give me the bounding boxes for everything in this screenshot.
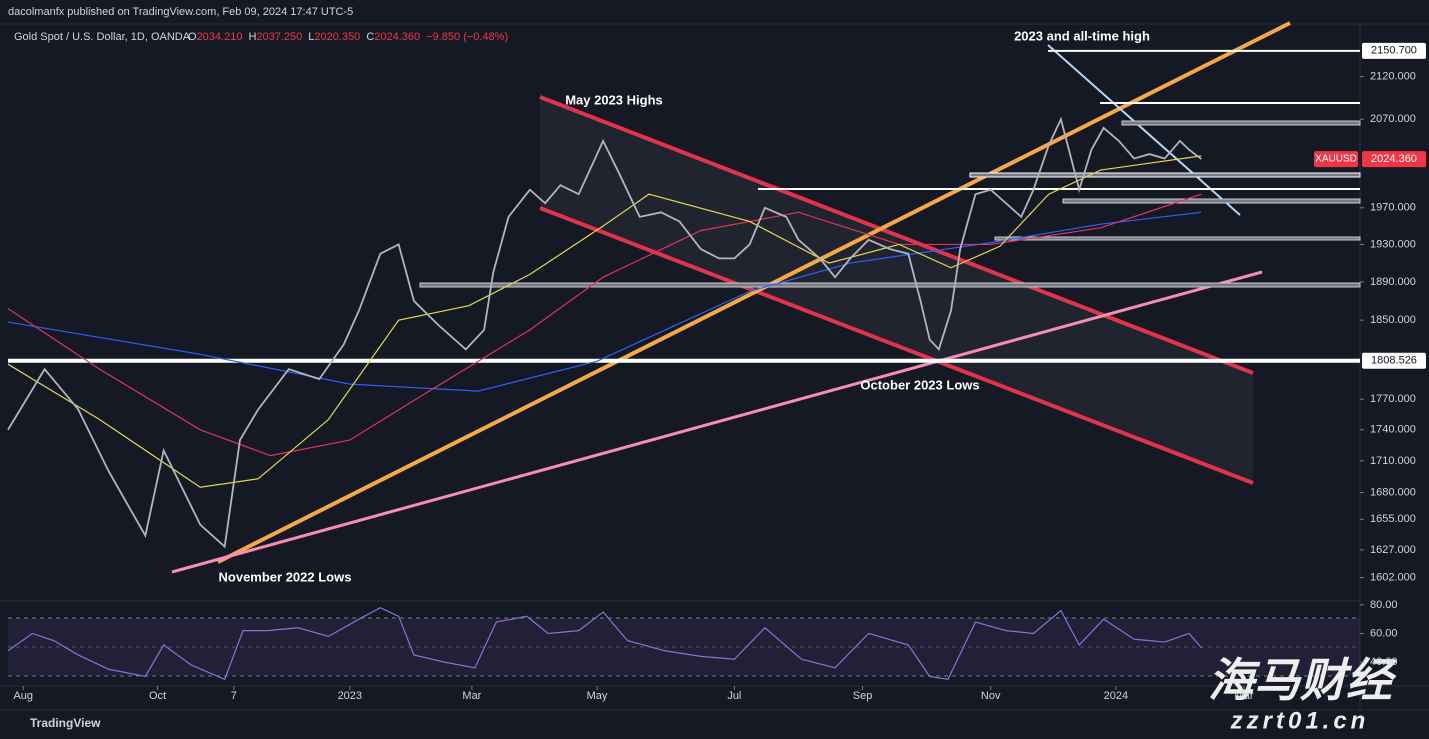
y-tick-label: 2120.000 — [1370, 70, 1416, 82]
price-label-box — [1362, 42, 1426, 59]
publisher: dacolmanfx published on TradingView.com,… — [8, 6, 353, 18]
legend-ohlc: O2034.210 H2037.250 L2020.350 C2024.360 −9.8… — [188, 31, 508, 43]
level-zone — [1121, 120, 1361, 126]
x-tick-label: Mar — [1235, 690, 1254, 702]
y-tick-label: 1970.000 — [1370, 202, 1416, 214]
ohlc-value: 2020.350 — [314, 31, 360, 43]
annotation: 2023 and all-time high — [1014, 28, 1150, 43]
ohlc-key: L — [308, 31, 314, 43]
rsi-tick-label: 60.00 — [1370, 627, 1398, 639]
y-tick-label: 1930.000 — [1370, 238, 1416, 250]
ohlc-value: 2034.210 — [197, 31, 243, 43]
level-zone — [969, 172, 1361, 178]
ohlc-key: C — [366, 31, 374, 43]
watermark: 海马财经 — [1208, 654, 1397, 706]
price-label: 2150.700 — [1371, 45, 1417, 57]
ohlc-value: 2024.360 — [374, 31, 420, 43]
rsi-tick-label: 80.00 — [1370, 599, 1398, 611]
y-tick-label: 1890.000 — [1370, 276, 1416, 288]
price-label-box — [1362, 352, 1426, 369]
x-tick-label: Sep — [853, 690, 873, 702]
x-tick-label: 2024 — [1104, 690, 1128, 702]
last-price-name-box — [1314, 151, 1358, 168]
x-tick-label: Mar — [462, 690, 481, 702]
brand: TradingView — [30, 716, 101, 730]
x-tick-label: 7 — [231, 690, 237, 702]
y-tick-label: 1850.000 — [1370, 314, 1416, 326]
y-tick-label: 1710.000 — [1370, 455, 1416, 467]
moving-average — [7, 211, 1202, 392]
level-zone — [1062, 198, 1361, 204]
y-tick-label: 1602.000 — [1370, 571, 1416, 583]
price-line — [7, 116, 1202, 549]
x-tick-label: Nov — [981, 690, 1001, 702]
last-price-box — [1362, 151, 1426, 168]
y-tick-label: 2070.000 — [1370, 113, 1416, 125]
ohlc-key: H — [248, 31, 256, 43]
y-tick-label: 1680.000 — [1370, 486, 1416, 498]
y-tick-label: 1655.000 — [1370, 513, 1416, 525]
x-tick-label: Oct — [149, 690, 166, 702]
support-trendline — [217, 21, 1291, 564]
ohlc-key: O — [188, 31, 197, 43]
drawings — [171, 21, 1361, 574]
y-tick-label: 1770.000 — [1370, 393, 1416, 405]
channel-lower — [539, 206, 1254, 485]
y-tick-label: 1740.000 — [1370, 424, 1416, 436]
annotation: November 2022 Lows — [219, 569, 352, 584]
level-zone — [994, 236, 1361, 241]
x-tick-label: Jul — [727, 690, 741, 702]
level-zone — [419, 282, 1361, 288]
price-label: 1808.526 — [1371, 355, 1417, 367]
channel-upper — [539, 95, 1254, 375]
watermark-url: zzrt01.cn — [1230, 707, 1370, 734]
pink-trendline — [171, 270, 1263, 574]
moving-average — [7, 193, 1202, 457]
annotation: May 2023 Highs — [565, 92, 663, 107]
last-price-name: XAUUSD — [1315, 154, 1357, 165]
channel-fill — [540, 97, 1253, 483]
y-tick-label: 1627.000 — [1370, 544, 1416, 556]
rsi-tick-label: 40.00 — [1370, 656, 1398, 668]
moving-average — [7, 155, 1202, 488]
rsi-line — [7, 607, 1202, 681]
legend-symbol: Gold Spot / U.S. Dollar, 1D, OANDA — [14, 31, 191, 43]
x-tick-label: May — [587, 690, 608, 702]
last-price-label: 2024.360 — [1371, 153, 1417, 165]
x-tick-label: Aug — [13, 690, 33, 702]
ohlc-change: −9.850 (−0.48%) — [426, 31, 508, 43]
x-tick-label: 2023 — [338, 690, 362, 702]
annotation: October 2023 Lows — [860, 377, 979, 392]
ohlc-value: 2037.250 — [256, 31, 302, 43]
descending-trendline — [1047, 44, 1241, 216]
